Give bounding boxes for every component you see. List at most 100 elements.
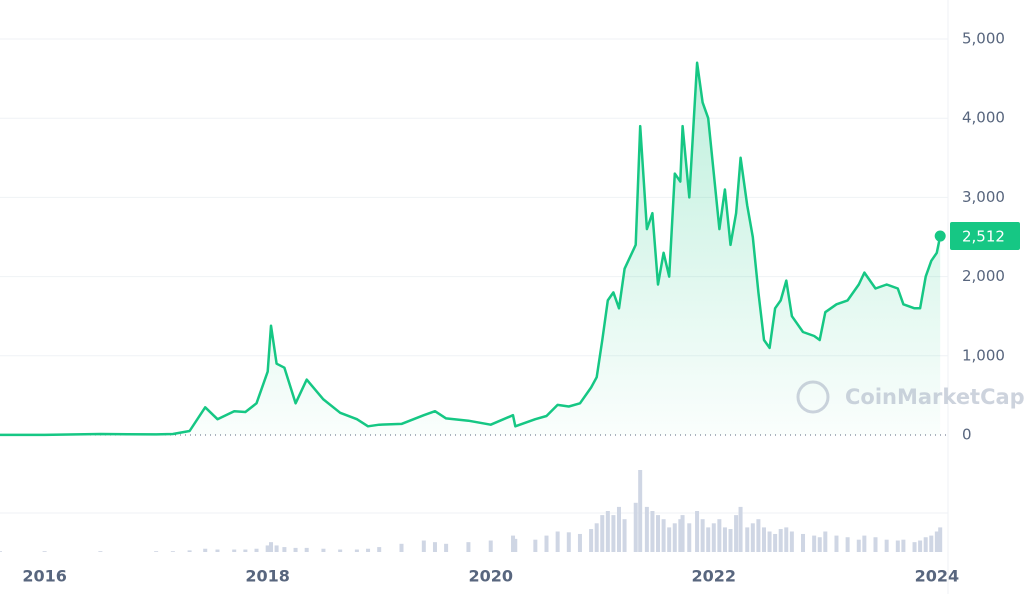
volume-bar <box>555 531 560 552</box>
volume-bar <box>42 551 47 552</box>
y-tick-label: 3,000 <box>962 188 1005 206</box>
volume-bar <box>695 511 700 552</box>
volume-bar <box>734 515 739 552</box>
volume-bar <box>265 545 270 552</box>
volume-bar <box>432 542 437 552</box>
volume-bar <box>823 531 828 552</box>
volume-bar <box>243 549 248 552</box>
volume-bar <box>784 527 789 552</box>
volume-bar <box>745 527 750 552</box>
volume-bar <box>661 519 666 552</box>
volume-bar <box>717 519 722 552</box>
price-area <box>0 62 941 436</box>
volume-bar <box>901 539 906 552</box>
volume-bar <box>321 548 326 552</box>
volume-bar <box>589 529 594 552</box>
price-line <box>0 61 942 437</box>
volume-bar <box>421 540 426 552</box>
volume-bar <box>756 519 761 552</box>
volume-bar <box>700 519 705 552</box>
volume-bar <box>773 533 778 552</box>
volume-bar <box>444 543 449 552</box>
volume-bar <box>895 540 900 552</box>
volume-bar <box>801 533 806 552</box>
volume-bar <box>154 551 159 552</box>
volume-bar <box>605 511 610 552</box>
volume-bar <box>678 519 683 552</box>
volume-bar <box>366 548 371 552</box>
volume-bar <box>254 548 259 552</box>
price-badge <box>950 222 1020 251</box>
volume-bar <box>0 551 2 552</box>
volume-bar <box>644 506 649 552</box>
volume-bar <box>293 547 298 552</box>
volume-bar <box>722 527 727 552</box>
volume-bar <box>656 515 661 552</box>
volume-bar <box>616 506 621 552</box>
volume-bar <box>170 551 175 552</box>
volume-bar <box>711 523 716 552</box>
volume-bar <box>934 531 939 552</box>
volume-bar <box>728 529 733 552</box>
volume-bar <box>513 538 518 552</box>
watermark-logo <box>796 380 830 414</box>
volume-bar <box>594 523 599 552</box>
y-tick-label: 5,000 <box>962 30 1005 48</box>
volume-bar <box>778 529 783 552</box>
volume-bar <box>680 515 685 552</box>
volume-bar <box>918 540 923 552</box>
volume-bar <box>338 549 343 552</box>
volume-bar <box>687 523 692 552</box>
volume-bar <box>203 548 208 552</box>
y-tick-label: 2,000 <box>962 267 1005 285</box>
volume-bar <box>544 535 549 552</box>
volume-bar <box>466 542 471 552</box>
volume-bar <box>767 531 772 552</box>
volume-bar <box>884 539 889 552</box>
volume-bar <box>622 519 627 552</box>
volume-bar <box>633 502 638 552</box>
volume-bar <box>215 549 220 552</box>
volume-bar <box>706 527 711 552</box>
watermark-text: CoinMarketCap <box>845 385 1024 409</box>
volume-bar <box>812 535 817 552</box>
volume-bar <box>187 550 192 552</box>
volume-bar <box>923 537 928 552</box>
x-tick-label: 2020 <box>468 567 513 586</box>
volume-bar <box>845 537 850 552</box>
volume-bar <box>862 535 867 552</box>
volume-bar <box>789 531 794 552</box>
volume-bar <box>750 523 755 552</box>
volume-bar <box>672 523 677 552</box>
volume-bar <box>377 547 382 552</box>
volume-bar <box>354 549 359 552</box>
volume-bar <box>399 543 404 552</box>
volume-bar <box>488 540 493 552</box>
volume-bar <box>938 527 943 552</box>
volume-bar <box>511 535 516 552</box>
last-price-dot <box>934 230 946 242</box>
volume-bar <box>912 542 917 552</box>
volume-bar <box>834 535 839 552</box>
x-tick-label: 2016 <box>22 567 67 586</box>
volume-bar <box>638 470 643 552</box>
volume-bar <box>738 506 743 552</box>
volume-bar <box>817 537 822 552</box>
volume-bar <box>232 549 237 552</box>
price-badge-label: 2,512 <box>962 228 1005 246</box>
y-tick-label: 4,000 <box>962 109 1005 127</box>
volume-bar <box>533 539 538 552</box>
volume-bar <box>667 527 672 552</box>
volume-bar <box>274 545 279 552</box>
volume-bar <box>929 535 934 552</box>
x-tick-label: 2024 <box>915 567 960 586</box>
volume-bar <box>304 547 309 552</box>
volume-bar <box>873 537 878 552</box>
y-tick-label: 0 <box>962 426 972 444</box>
volume-bar <box>98 551 103 552</box>
watermark: CoinMarketCap <box>796 380 1024 414</box>
volume-bar <box>566 532 571 552</box>
volume-bar <box>577 533 582 552</box>
volume-bar <box>650 511 655 552</box>
